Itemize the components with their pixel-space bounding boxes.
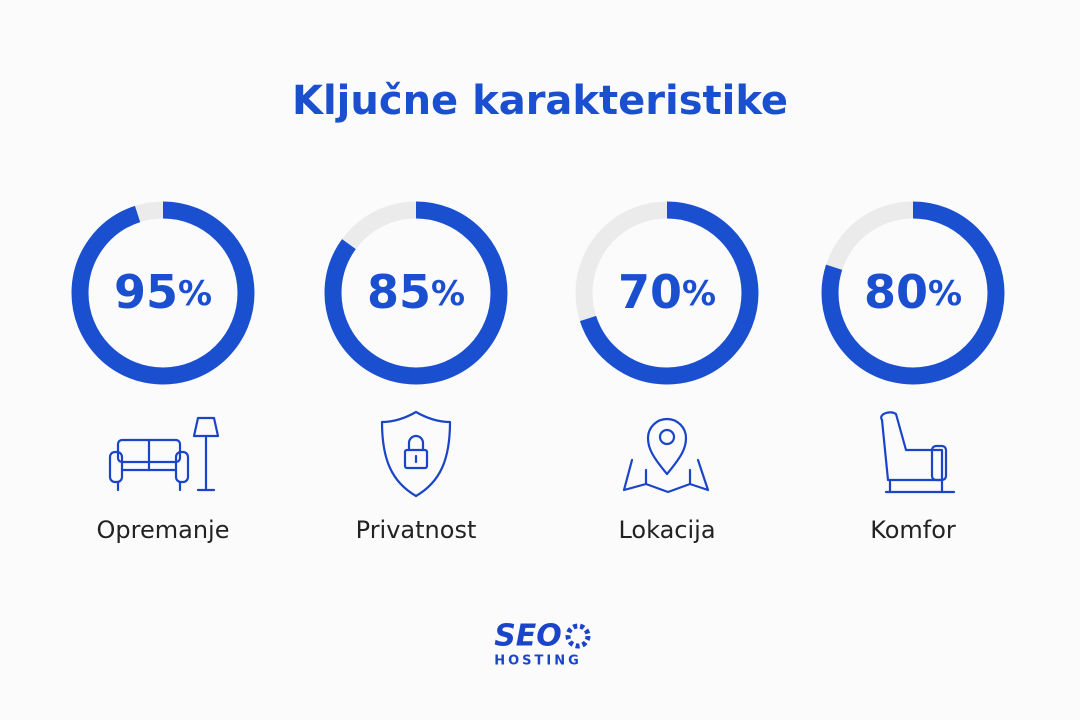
value-label: 95% <box>114 265 212 319</box>
sofa-lamp-icon <box>108 416 220 492</box>
chart-title: Ključne karakteristike <box>292 78 788 124</box>
shield-icon <box>380 410 452 498</box>
ring-progress <box>821 201 1005 385</box>
category-label: Opremanje <box>97 516 230 544</box>
category-label: Privatnost <box>356 516 477 544</box>
ring-progress <box>575 201 759 385</box>
category-label: Komfor <box>870 516 956 544</box>
map-pin-icon <box>622 417 710 494</box>
logo-gear <box>565 623 591 649</box>
ring-progress <box>324 201 508 385</box>
category-label: Lokacija <box>618 516 715 544</box>
value-label: 80% <box>864 265 962 319</box>
ring-progress <box>71 201 255 385</box>
value-label: 70% <box>618 265 716 319</box>
value-label: 85% <box>367 265 465 319</box>
logo-subtitle: HOSTING <box>494 654 582 669</box>
armchair-icon <box>880 411 956 494</box>
logo-name: SEO <box>494 619 562 654</box>
